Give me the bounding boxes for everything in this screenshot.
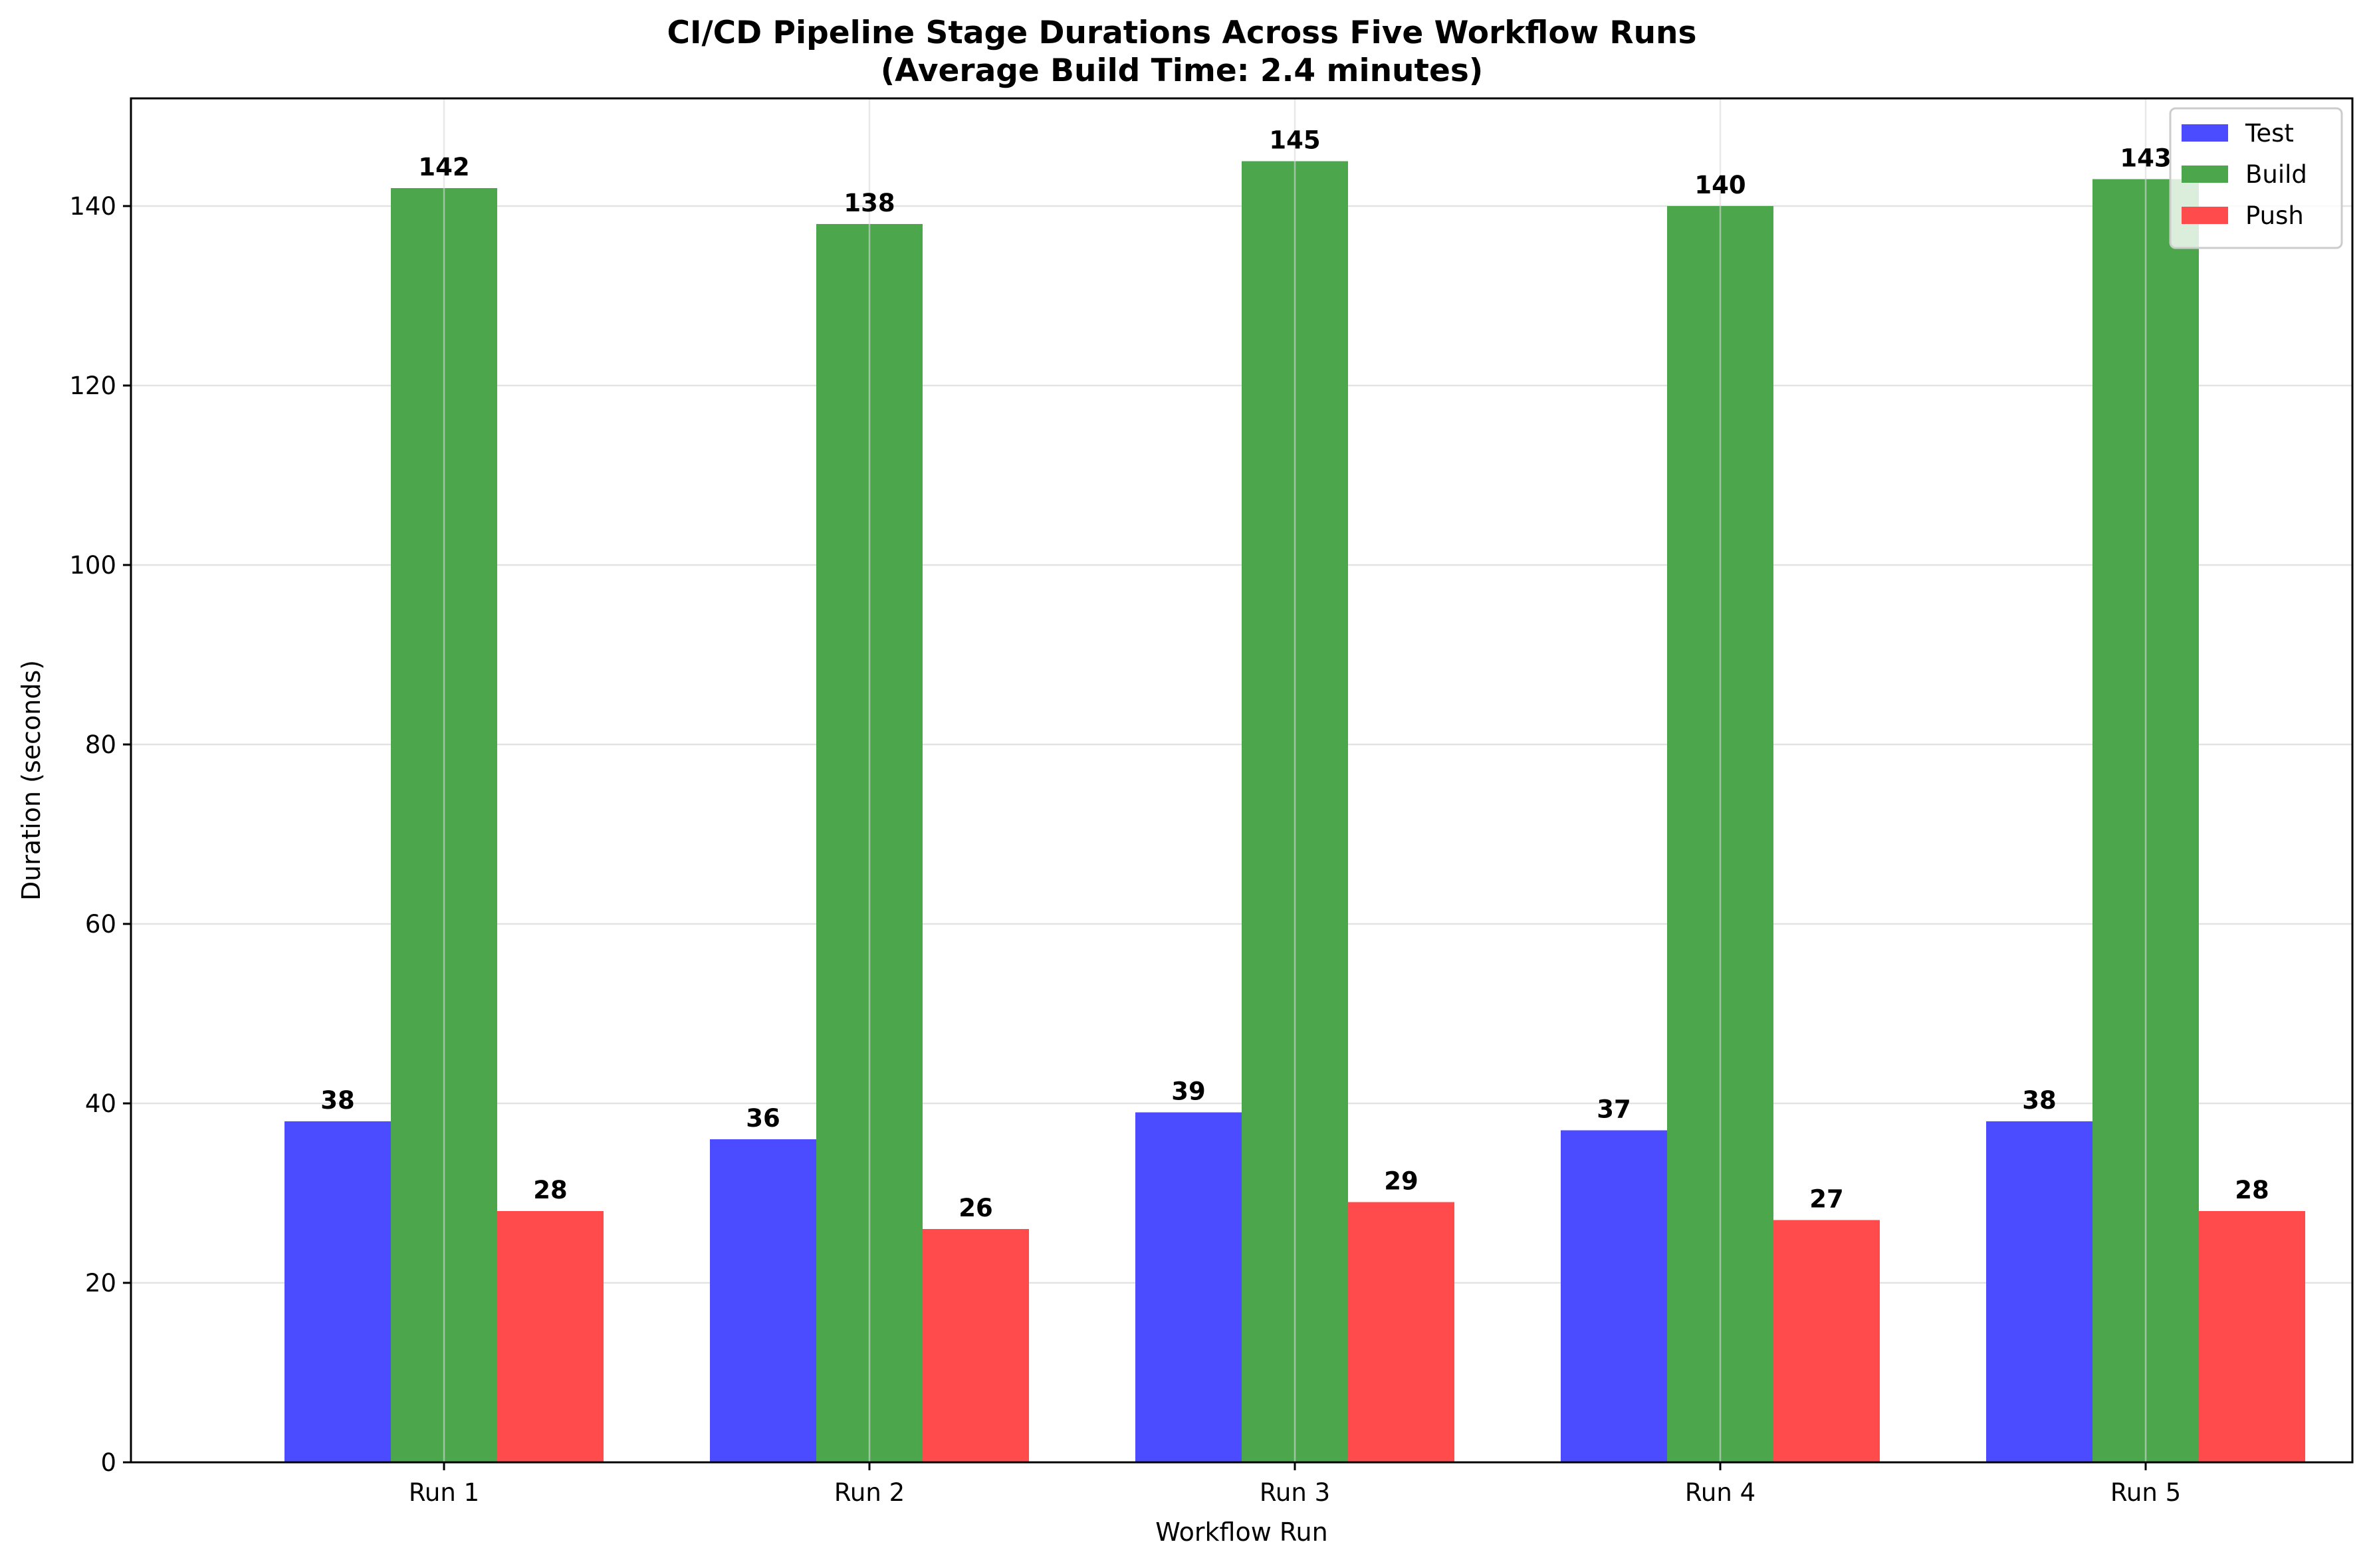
y-tick-label: 0 [100, 1448, 116, 1477]
y-tick-label: 140 [69, 192, 116, 221]
bar-test [1986, 1121, 2092, 1462]
y-tick-label: 120 [69, 372, 116, 400]
legend-label-build: Build [2245, 160, 2307, 189]
x-tick-label: Run 4 [1685, 1478, 1755, 1507]
legend-swatch-push [2182, 207, 2228, 224]
bar-test [1561, 1130, 1667, 1462]
labels-layer: 38 36 39 37 38 142 138 145 140 143 28 26 29 27 28 [320, 126, 2269, 1223]
y-axis-label: Duration (seconds) [17, 660, 46, 901]
x-tick-label: Run 5 [2110, 1478, 2181, 1507]
data-label: 138 [844, 189, 895, 217]
bar-push [923, 1229, 1029, 1462]
y-tick-label: 80 [85, 730, 116, 759]
data-label: 29 [1384, 1167, 1418, 1196]
legend-swatch-test [2182, 124, 2228, 142]
bar-push [1348, 1202, 1454, 1462]
y-tick-label: 20 [85, 1269, 116, 1297]
bar-test [1135, 1112, 1242, 1462]
x-tick-label: Run 1 [409, 1478, 479, 1507]
data-label: 143 [2120, 144, 2171, 173]
bar-test [284, 1121, 391, 1462]
bar-push [1773, 1220, 1880, 1462]
data-label: 28 [2235, 1176, 2269, 1204]
data-label: 39 [1171, 1077, 1206, 1106]
y-tick-label: 40 [85, 1089, 116, 1118]
legend: Test Build Push [2169, 107, 2343, 249]
legend-label-push: Push [2245, 201, 2304, 230]
x-tick-label: Run 3 [1260, 1478, 1330, 1507]
data-label: 28 [533, 1176, 568, 1204]
y-tick-label: 100 [69, 551, 116, 580]
plot-frame [130, 97, 2354, 1464]
legend-label-test: Test [2245, 119, 2294, 148]
chart-subtitle: (Average Build Time: 2.4 minutes) [881, 53, 1484, 89]
ticks-layer: 0 20 40 60 80 100 120 140 Run 1 Run 2 Run 3 Run 4 Ru… [69, 192, 2181, 1507]
data-label: 145 [1269, 126, 1320, 155]
bar-push [497, 1211, 604, 1462]
bar-test [710, 1139, 816, 1462]
y-tick-label: 60 [85, 910, 116, 939]
legend-swatch-build [2182, 166, 2228, 183]
chart-title: CI/CD Pipeline Stage Durations Across Fi… [667, 15, 1697, 51]
data-label: 26 [959, 1194, 993, 1222]
bar-push [2199, 1211, 2305, 1462]
data-label: 38 [320, 1086, 355, 1115]
x-tick-label: Run 2 [834, 1478, 905, 1507]
data-label: 37 [1597, 1095, 1631, 1124]
data-label: 27 [1809, 1185, 1844, 1214]
data-label: 36 [746, 1104, 780, 1133]
x-axis-label: Workflow Run [1155, 1517, 1327, 1547]
data-label: 140 [1694, 171, 1746, 199]
data-label: 38 [2022, 1086, 2057, 1115]
data-label: 142 [418, 153, 469, 181]
